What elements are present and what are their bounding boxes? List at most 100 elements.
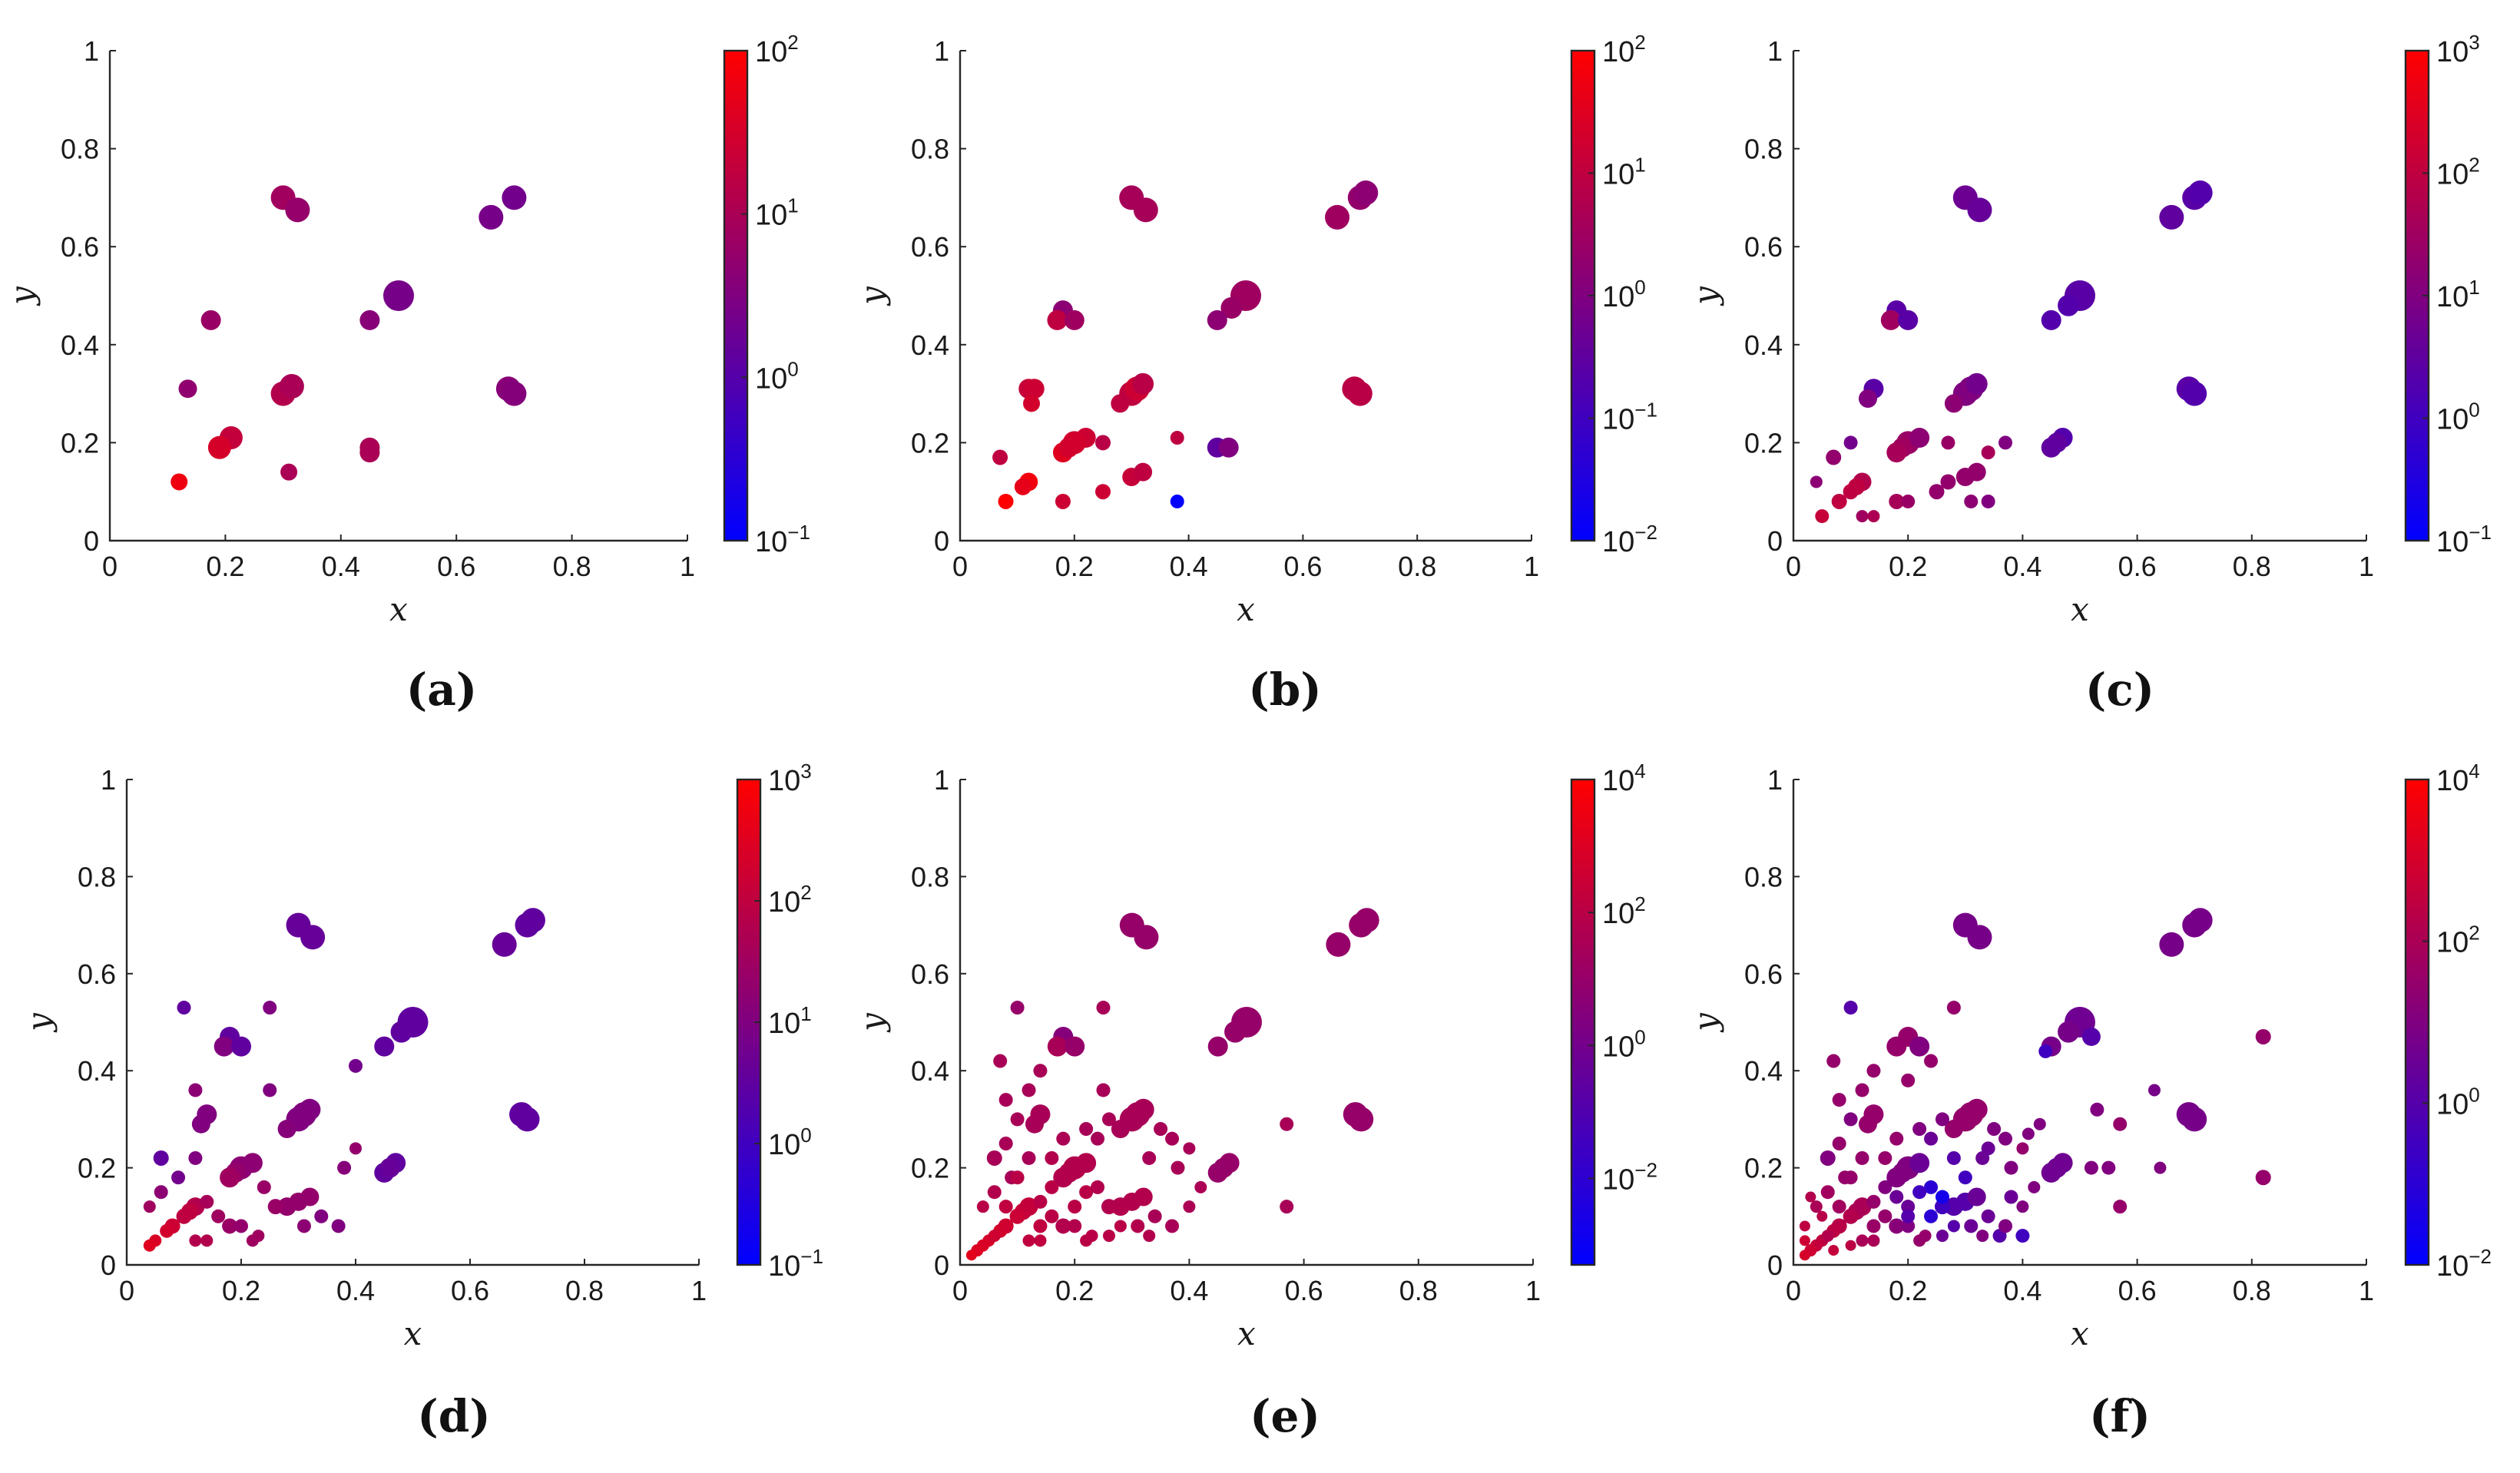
scatter-point <box>1987 1122 2002 1137</box>
y-tick-label: 0.8 <box>911 861 949 892</box>
scatter-point <box>1826 449 1842 465</box>
y-tick-label: 1 <box>1767 35 1783 67</box>
scatter-point <box>1958 1170 1972 1185</box>
scatter-point <box>1940 474 1956 490</box>
scatter-point <box>976 1200 989 1213</box>
scatter-point <box>2159 932 2184 957</box>
scatter-point <box>257 1180 271 1194</box>
colorbar: 102 101 100 10−1 10−2 <box>1570 31 1657 558</box>
scatter-point <box>1022 1150 1036 1165</box>
scatter-point <box>1909 1153 1930 1173</box>
scatter-point <box>1831 493 1847 509</box>
colorbar-gradient <box>1571 780 1594 1265</box>
scatter-point <box>1880 309 1901 330</box>
chart-panel-1: 0 0.2 0.4 0.6 0.8 100.20.40.60.81xy1021011001… <box>3 31 810 716</box>
colorbar-frame <box>723 49 749 542</box>
scatter-point <box>379 1157 400 1178</box>
panel-label: (a) <box>406 664 477 716</box>
scatter-point <box>1858 389 1877 408</box>
scatter-point <box>314 1209 329 1223</box>
scatter-point <box>2159 204 2184 230</box>
scatter-point <box>200 1194 214 1209</box>
scatter-point <box>988 1230 1001 1243</box>
scatter-point <box>2038 1044 2053 1058</box>
colorbar-tick-label: 102 <box>755 31 799 68</box>
y-tick-label: 0 <box>1767 1250 1783 1281</box>
scatter-point <box>1998 1219 2013 1233</box>
scatter-point <box>1964 494 1979 508</box>
scatter-point <box>1154 1122 1168 1137</box>
scatter-point <box>1280 1200 1294 1214</box>
scatter-point <box>1053 1167 1074 1188</box>
scatter-point <box>492 932 517 957</box>
x-tick-label: 0.6 <box>1285 1275 1323 1306</box>
colorbar-tick-label: 10−1 <box>768 1245 823 1283</box>
x-tick-label: 0.4 <box>1170 551 1208 582</box>
scatter-point <box>1045 1150 1059 1165</box>
y-tick-label: 0 <box>1767 525 1783 557</box>
colorbar-tick-label: 10−1 <box>755 521 810 558</box>
y-tick-label: 0.8 <box>61 134 99 165</box>
scatter-point <box>1076 1153 1097 1173</box>
scatter-point <box>331 1219 346 1233</box>
scatter-point <box>479 204 504 230</box>
scatter-point <box>222 1218 238 1234</box>
scatter-point <box>2084 1160 2098 1175</box>
scatter-point <box>349 1058 363 1073</box>
scatter-point <box>2113 1200 2128 1214</box>
scatter-point <box>1821 1230 1834 1243</box>
colorbar: 104 102 100 10−2 <box>1570 760 1657 1266</box>
scatter-point <box>1889 493 1905 509</box>
scatter-point <box>171 473 188 491</box>
scatter-point <box>1096 1001 1111 1015</box>
scatter-point <box>987 1185 1002 1200</box>
scatter-point <box>242 1153 263 1173</box>
scatter-point <box>1944 1120 1963 1139</box>
scatter-point <box>1924 1209 1939 1223</box>
x-axis-label: x <box>404 1315 422 1352</box>
scatter-point <box>1924 1131 1939 1146</box>
colorbar: 102 101 100 10−1 <box>723 31 810 558</box>
scatter-point <box>1855 1083 1869 1097</box>
y-axis-label: y <box>20 1012 58 1033</box>
scatter-point <box>1214 1157 1234 1178</box>
scatter-point <box>1033 1194 1048 1209</box>
scatter-point <box>1058 437 1079 458</box>
scatter-point <box>207 435 231 459</box>
scatter-points <box>143 908 545 1252</box>
scatter-point <box>2016 1200 2029 1213</box>
scatter-point <box>1025 1114 1044 1134</box>
scatter-point <box>1047 309 1068 330</box>
colorbar: 104 102 100 10−2 <box>2404 760 2492 1283</box>
scatter-point <box>263 1083 277 1097</box>
scatter-point <box>200 1234 214 1247</box>
chart-panel-6: 0 0.2 0.4 0.6 0.8 100.20.40.60.81xy1041021001… <box>1687 760 2492 1442</box>
x-tick-label: 0 <box>102 551 118 582</box>
colorbar-tick-label: 104 <box>1602 760 1646 797</box>
y-tick-label: 0 <box>934 1250 949 1281</box>
scatter-point <box>1901 1200 1916 1214</box>
panel-label: (b) <box>1248 664 1321 716</box>
scatter-point <box>1068 1219 1082 1233</box>
scatter-point <box>1944 394 1963 413</box>
scatter-point <box>1934 1199 1950 1215</box>
scatter-point <box>1909 1036 1930 1057</box>
colorbar: 103 102 101 100 10−1 <box>2404 31 2492 558</box>
x-tick-label: 0.8 <box>553 551 591 582</box>
scatter-point <box>2090 1102 2104 1117</box>
scatter-point <box>300 1187 320 1207</box>
y-tick-label: 1 <box>934 35 949 67</box>
scatter-point <box>998 1093 1013 1107</box>
colorbar-tick-label: 103 <box>768 760 812 797</box>
x-tick-label: 0 <box>952 1275 968 1306</box>
scatter-point <box>1909 428 1930 449</box>
scatter-point <box>1845 1240 1856 1251</box>
y-axis-label: y <box>853 1012 891 1033</box>
scatter-point <box>263 1001 277 1015</box>
scatter-point <box>171 1170 186 1185</box>
scatter-point <box>1134 462 1153 482</box>
scatter-point <box>191 1114 210 1134</box>
scatter-point <box>1929 484 1945 500</box>
colorbar-tick-label: 102 <box>1602 31 1646 68</box>
y-tick-label: 0 <box>934 525 949 557</box>
